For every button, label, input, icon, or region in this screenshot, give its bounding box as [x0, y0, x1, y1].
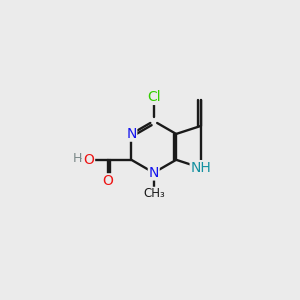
- Text: Cl: Cl: [147, 90, 160, 104]
- Text: NH: NH: [190, 161, 211, 175]
- Text: Cl: Cl: [147, 90, 160, 104]
- Text: O: O: [83, 153, 94, 167]
- Text: N: N: [126, 127, 136, 141]
- Text: O: O: [102, 174, 113, 188]
- Text: NH: NH: [190, 161, 211, 175]
- Text: N: N: [148, 166, 159, 180]
- Text: O: O: [102, 174, 113, 188]
- Text: O: O: [83, 153, 94, 167]
- Text: CH₃: CH₃: [143, 188, 165, 200]
- Text: N: N: [126, 127, 136, 141]
- Text: CH₃: CH₃: [143, 188, 165, 200]
- Text: H: H: [73, 152, 82, 165]
- Text: ·: ·: [79, 153, 83, 166]
- Text: N: N: [148, 166, 159, 180]
